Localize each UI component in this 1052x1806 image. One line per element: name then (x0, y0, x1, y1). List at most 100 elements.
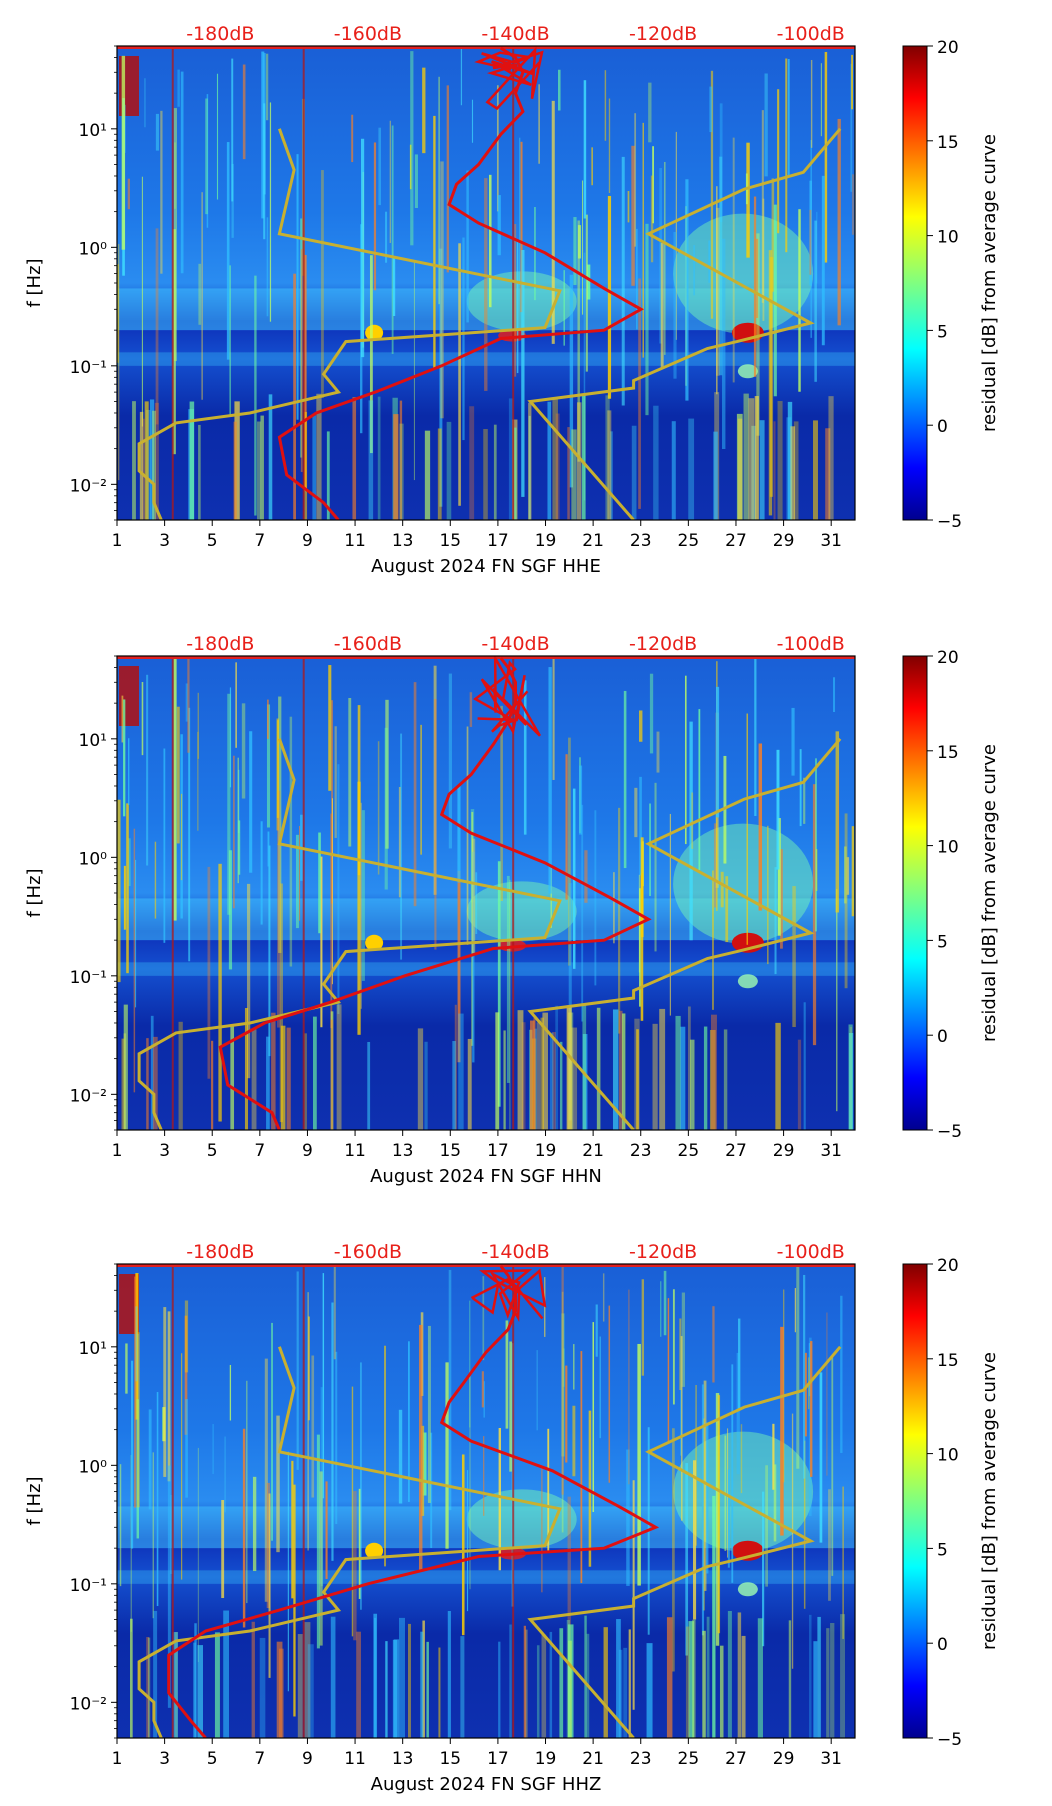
lf-burst (304, 1622, 311, 1738)
noise-streak (824, 51, 828, 263)
x-tick-label: 19 (535, 1141, 557, 1161)
noise-streak (224, 1436, 226, 1513)
colorbar-tick-label: 10 (937, 1446, 959, 1466)
noise-streak (378, 127, 382, 206)
noise-streak (185, 1399, 188, 1498)
noise-streak (509, 1341, 513, 1472)
instrument-line (512, 46, 515, 520)
lf-burst (743, 393, 749, 520)
spectrogram-heatmap (117, 1264, 855, 1738)
lf-burst (257, 421, 262, 520)
lf-burst (542, 1012, 548, 1130)
noise-streak (727, 1469, 730, 1568)
noise-streak (581, 804, 584, 1022)
lf-burst (521, 1022, 526, 1130)
instrument-line (302, 1264, 305, 1738)
x-axis-label: August 2024 FN SGF HHN (370, 1166, 602, 1187)
noise-streak (663, 161, 666, 355)
noise-streak (287, 1451, 289, 1692)
colorbar-tick-label: 10 (937, 228, 959, 248)
x-tick-label: 23 (630, 1141, 652, 1161)
lf-burst (146, 1038, 149, 1130)
noise-streak (709, 86, 713, 133)
noise-streak (333, 1264, 336, 1360)
noise-streak (254, 275, 257, 516)
lf-burst (646, 1643, 653, 1738)
noise-streak (385, 699, 389, 849)
lf-burst (259, 1637, 266, 1738)
colorbar (902, 655, 928, 1131)
lf-burst (787, 401, 793, 520)
lf-burst (688, 418, 695, 520)
lf-burst (493, 424, 497, 520)
lf-burst (685, 1626, 690, 1738)
noise-streak (762, 1491, 765, 1647)
noise-streak (180, 71, 184, 274)
db-scale-label: -120dB (629, 1241, 697, 1263)
noise-streak (585, 214, 588, 372)
noise-streak (821, 175, 825, 346)
noise-streak (837, 769, 840, 851)
lf-burst (706, 1616, 710, 1738)
colorbar-label: residual [dB] from average curve (979, 744, 1000, 1042)
noise-streak (276, 720, 279, 818)
noise-streak (118, 244, 120, 481)
colorbar-tick-label: −5 (937, 1730, 962, 1750)
noise-streak (672, 1289, 675, 1405)
lf-burst (130, 1618, 133, 1738)
noise-streak (521, 249, 525, 497)
noise-streak (536, 1350, 538, 1431)
noise-streak (563, 270, 565, 346)
x-tick-label: 19 (535, 531, 557, 551)
noise-streak (516, 240, 519, 374)
noise-streak (331, 1302, 334, 1561)
noise-streak (177, 69, 180, 107)
lf-burst (571, 429, 577, 520)
colorbar-tick-label: 0 (937, 1027, 948, 1047)
noise-streak (308, 1316, 310, 1421)
lf-burst (555, 1005, 559, 1130)
noise-streak (659, 167, 663, 344)
instrument-line (302, 656, 305, 1130)
noise-streak (155, 113, 159, 151)
lf-burst (680, 1026, 686, 1130)
noise-streak (650, 175, 654, 263)
colorbar (902, 1263, 928, 1739)
noise-streak (772, 1423, 775, 1490)
noise-streak (422, 67, 426, 154)
lf-burst (727, 1610, 732, 1738)
noise-streak (712, 870, 714, 1010)
noise-streak (836, 889, 838, 1112)
noise-streak (466, 726, 469, 945)
high-noise-model-curve (527, 127, 842, 520)
noise-streak (351, 1386, 354, 1637)
noise-streak (136, 1399, 140, 1539)
x-axis-label: August 2024 FN SGF HHZ (371, 1774, 602, 1795)
storm-hotspot (365, 934, 384, 951)
lf-burst (618, 1010, 623, 1130)
noise-streak (438, 76, 440, 305)
noise-streak (174, 142, 176, 209)
lf-burst (555, 413, 560, 520)
colorbar-tick-label: 15 (937, 133, 959, 153)
x-tick-label: 21 (582, 531, 604, 551)
noise-streak (561, 1264, 564, 1495)
noise-streak (328, 665, 332, 791)
lf-burst (605, 395, 610, 520)
lf-burst (146, 1636, 150, 1738)
noise-streak (439, 248, 443, 507)
noise-streak (773, 204, 777, 397)
noise-streak (584, 850, 588, 903)
noise-streak (298, 825, 301, 921)
noise-streak (266, 1482, 270, 1609)
noise-streak (146, 674, 149, 866)
noise-streak (321, 170, 324, 399)
lf-burst (675, 1015, 681, 1130)
noise-streak (815, 758, 817, 932)
noise-streak (409, 144, 412, 190)
lf-burst (211, 1040, 214, 1130)
noise-streak (483, 1436, 485, 1516)
noise-streak (627, 191, 630, 223)
lf-burst (438, 1647, 441, 1738)
noise-streak (318, 832, 321, 934)
